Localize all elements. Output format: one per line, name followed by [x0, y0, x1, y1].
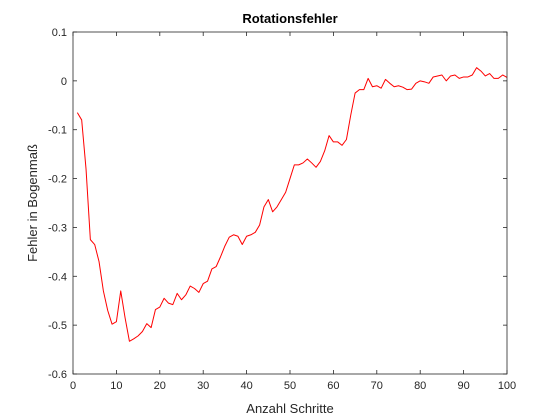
series-line [76, 67, 508, 342]
y-tick-label: -0.3 [48, 222, 67, 234]
plot-area [73, 32, 507, 374]
x-tick-label: 10 [110, 380, 122, 392]
x-tick-label: 60 [327, 380, 339, 392]
x-tick-label: 90 [457, 380, 469, 392]
y-axis-label: Fehler in Bogenmaß [25, 144, 40, 262]
y-tick-label: -0.5 [48, 320, 67, 332]
x-tick-label: 30 [197, 380, 209, 392]
y-tick-label: -0.6 [48, 369, 67, 381]
x-tick-label: 100 [498, 380, 516, 392]
x-tick-label: 40 [240, 380, 252, 392]
x-tick-label: 20 [154, 380, 166, 392]
x-tick-label: 70 [371, 380, 383, 392]
x-tick-label: 50 [284, 380, 296, 392]
y-tick-label: -0.1 [48, 125, 67, 137]
y-tick-labels: 0.1 0 -0.1 -0.2 -0.3 -0.4 -0.5 -0.6 [48, 27, 67, 381]
x-tick-label: 80 [414, 380, 426, 392]
tick-marks [72, 31, 508, 375]
series-layer [76, 67, 508, 342]
x-tick-label: 0 [70, 380, 76, 392]
y-tick-label: 0 [61, 76, 67, 88]
y-tick-label: -0.4 [48, 271, 67, 283]
chart-title: Rotationsfehler [242, 11, 337, 26]
y-tick-label: 0.1 [52, 27, 67, 39]
y-tick-label: -0.2 [48, 174, 67, 186]
x-axis-label: Anzahl Schritte [246, 401, 333, 416]
x-tick-labels: 0 10 20 30 40 50 60 70 80 90 100 [70, 380, 516, 392]
